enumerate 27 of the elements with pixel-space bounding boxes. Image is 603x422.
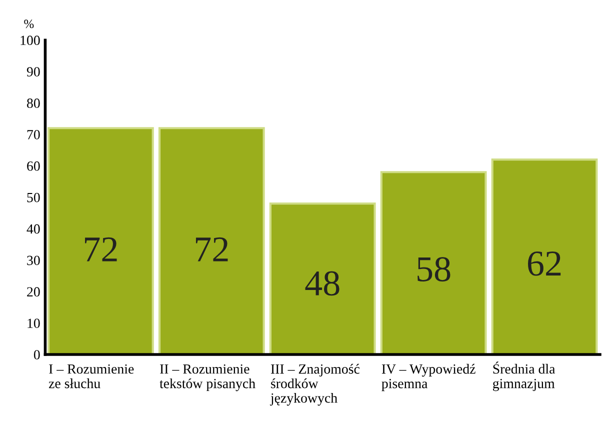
- x-tick-label: III – Znajomość środków językowych: [270, 364, 360, 406]
- y-tick-label: 90: [26, 67, 40, 76]
- x-tick-label: IV – Wypowiedź pisemna: [382, 364, 476, 392]
- bar: [380, 171, 487, 354]
- y-tick-label: 60: [27, 161, 40, 171]
- y-tick-label: 0: [34, 350, 40, 360]
- data-label: 58: [418, 257, 450, 282]
- y-tick-label: 40: [26, 224, 40, 234]
- x-tick-label: I – Rozumienie ze słuchu: [48, 364, 134, 388]
- y-tick-label: 30: [27, 256, 40, 266]
- x-tick-label: Średnia dla gimnazjum: [492, 362, 556, 392]
- y-tick-label: 20: [27, 287, 40, 297]
- y-tick-label: 70: [27, 130, 40, 140]
- bar: [158, 127, 265, 354]
- data-label: 72: [196, 237, 228, 262]
- data-label: 62: [528, 252, 561, 276]
- y-tick-label: 50: [27, 192, 40, 202]
- bar: [269, 202, 376, 354]
- data-label: 72: [85, 237, 117, 262]
- data-label: 48: [305, 271, 340, 296]
- bar: [48, 127, 154, 354]
- y-axis-title: %: [24, 20, 34, 28]
- bar: [491, 158, 598, 354]
- y-tick-label: 80: [27, 98, 40, 108]
- x-tick-label: II – Rozumienie tekstów pisanych: [160, 364, 256, 392]
- y-tick-label: 100: [20, 36, 40, 46]
- y-tick-label: 10: [28, 318, 40, 328]
